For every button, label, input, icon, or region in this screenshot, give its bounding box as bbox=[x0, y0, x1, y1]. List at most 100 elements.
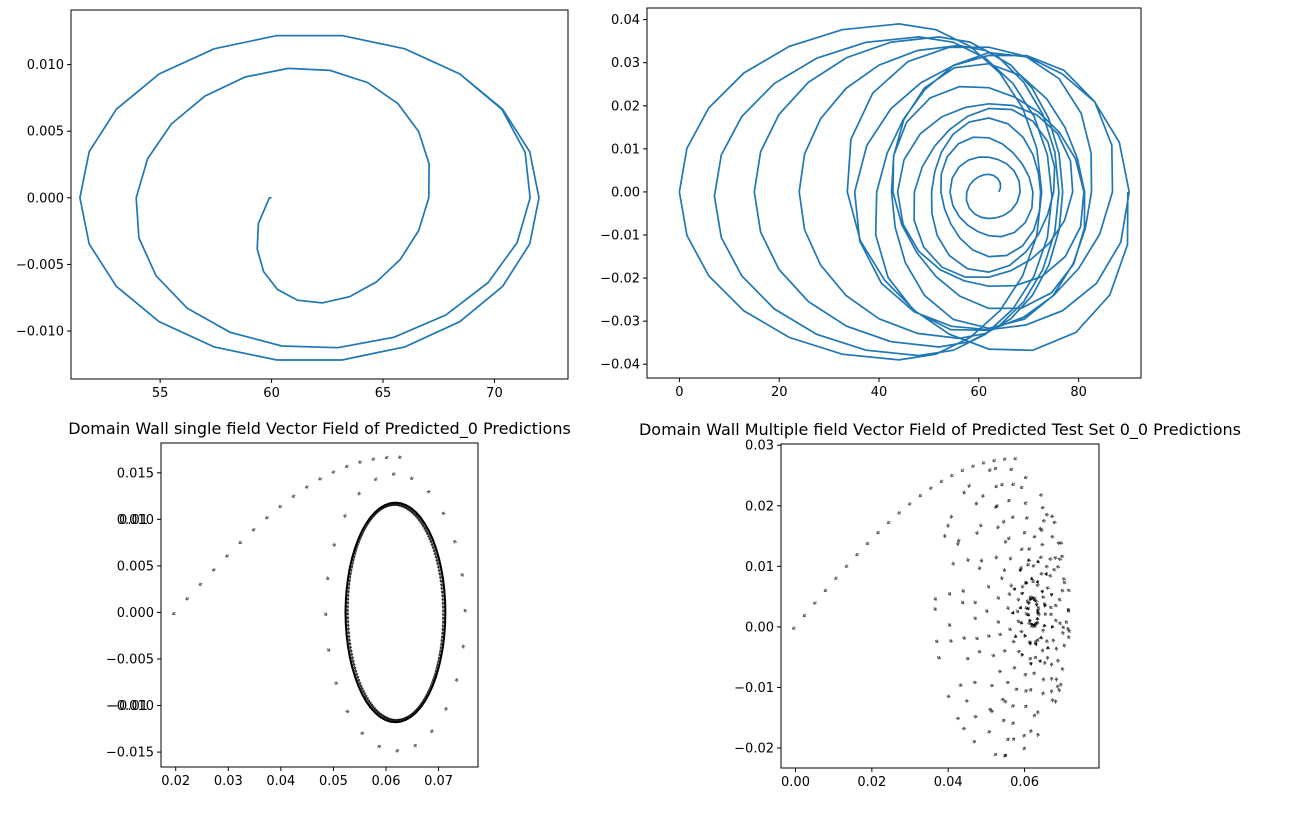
vector-arrow bbox=[997, 632, 1003, 636]
vector-arrow bbox=[1042, 660, 1047, 666]
vector-arrow bbox=[238, 540, 243, 545]
vector-arrow bbox=[1049, 689, 1054, 694]
y-tick-label: 0.03 bbox=[611, 56, 640, 71]
axes-frame bbox=[160, 442, 479, 768]
vector-arrow bbox=[1044, 564, 1049, 569]
vector-arrow bbox=[960, 600, 965, 605]
vector-arrow bbox=[1009, 467, 1014, 471]
vector-arrow bbox=[1009, 583, 1014, 588]
vector-arrow bbox=[1028, 618, 1032, 623]
vector-arrow bbox=[1061, 577, 1067, 581]
vector-arrow bbox=[1007, 627, 1013, 631]
vector-arrow bbox=[994, 484, 999, 489]
vector-arrow bbox=[981, 493, 985, 498]
vector-arrow bbox=[823, 588, 828, 593]
vector-arrow bbox=[1032, 623, 1036, 628]
vector-arrow bbox=[967, 483, 972, 488]
vector-arrow bbox=[1056, 658, 1060, 663]
x-tick-label: 0.03 bbox=[214, 774, 243, 789]
x-tick-label: 0.07 bbox=[424, 774, 453, 789]
vector-arrow bbox=[1023, 704, 1028, 709]
vector-arrow bbox=[936, 655, 941, 660]
x-tick-label: 0.02 bbox=[857, 775, 886, 790]
y-tick-label: 0.010 bbox=[117, 513, 154, 528]
vector-arrow bbox=[946, 523, 950, 528]
vector-arrow bbox=[1041, 518, 1047, 523]
vector-arrow bbox=[1012, 666, 1017, 670]
vector-arrow bbox=[981, 461, 986, 465]
x-tick-label: 0.04 bbox=[266, 774, 295, 789]
vector-arrow bbox=[1007, 498, 1011, 503]
vector-arrow bbox=[1049, 593, 1054, 597]
vector-arrow bbox=[1011, 721, 1015, 726]
vector-arrow bbox=[993, 753, 998, 757]
vector-arrow bbox=[1055, 684, 1060, 689]
vector-arrow bbox=[802, 613, 807, 618]
vector-arrow bbox=[326, 648, 331, 652]
series-line bbox=[846, 46, 1131, 352]
vector-arrow bbox=[1024, 611, 1029, 616]
vector-arrow bbox=[1038, 555, 1044, 560]
vector-arrow bbox=[1058, 621, 1062, 626]
vector-arrow bbox=[1022, 733, 1026, 738]
vector-arrow bbox=[1022, 530, 1027, 535]
vector-arrow bbox=[1003, 539, 1008, 544]
vector-arrow bbox=[1008, 556, 1013, 561]
vector-arrow bbox=[463, 608, 468, 613]
vector-arrow bbox=[1033, 642, 1038, 646]
vector-arrow bbox=[1023, 673, 1028, 677]
vector-arrow bbox=[950, 473, 955, 478]
vector-arrow bbox=[1043, 612, 1048, 617]
vector-arrow bbox=[1035, 583, 1040, 588]
vector-arrow bbox=[198, 582, 203, 586]
vector-arrow bbox=[844, 564, 849, 568]
vector-arrow bbox=[1018, 605, 1022, 610]
vector-arrow bbox=[264, 515, 270, 520]
vector-arrow bbox=[332, 542, 337, 547]
vector-arrow bbox=[973, 714, 978, 719]
vector-arrow bbox=[1051, 638, 1056, 643]
vector-arrow bbox=[1036, 606, 1041, 610]
vector-arrow bbox=[1044, 512, 1050, 517]
vector-arrow bbox=[1048, 557, 1053, 562]
vector-arrow bbox=[1045, 646, 1050, 650]
chart-title: Domain Wall Multiple field Vector Field … bbox=[639, 420, 1241, 440]
vector-arrow bbox=[1013, 456, 1018, 461]
vector-arrow bbox=[1041, 628, 1046, 633]
vector-arrow bbox=[996, 595, 1000, 600]
vector-arrow bbox=[1000, 697, 1005, 702]
vector-arrow bbox=[1066, 588, 1071, 593]
vector-arrow bbox=[1060, 554, 1065, 559]
vector-arrow bbox=[1041, 595, 1046, 600]
vector-arrow bbox=[897, 511, 902, 515]
vector-arrow bbox=[1061, 630, 1065, 636]
vector-arrow bbox=[371, 457, 376, 461]
y-tick-label: −0.01 bbox=[734, 681, 774, 696]
vector-arrow bbox=[956, 538, 961, 543]
vector-arrow bbox=[333, 681, 339, 685]
vector-arrow bbox=[1030, 576, 1034, 581]
vector-arrow bbox=[1044, 639, 1049, 644]
vector-arrow bbox=[933, 596, 937, 601]
x-tick-label: 0.06 bbox=[1010, 775, 1039, 790]
vector-arrow bbox=[988, 467, 992, 472]
vector-arrow bbox=[1050, 534, 1055, 539]
vector-arrow bbox=[1057, 688, 1062, 693]
vector-arrow bbox=[1010, 704, 1015, 708]
vector-arrow bbox=[1039, 528, 1044, 533]
panel-top-left: 55 60 65 70 −0.010 −0.005 0.000 0.005 0.010 bbox=[16, 9, 569, 401]
vector-arrow bbox=[1002, 457, 1007, 461]
vector-arrow bbox=[1027, 547, 1032, 551]
vector-arrow bbox=[1038, 659, 1042, 663]
vector-arrow bbox=[971, 464, 976, 468]
vector-arrow bbox=[962, 636, 967, 640]
vector-arrow bbox=[978, 523, 983, 528]
vector-arrow bbox=[325, 576, 330, 581]
x-tick-label: 40 bbox=[871, 385, 888, 400]
vector-arrow bbox=[1052, 520, 1057, 525]
vector-arrow bbox=[1040, 505, 1045, 510]
vector-arrow bbox=[1023, 475, 1028, 480]
vector-arrow bbox=[947, 623, 952, 627]
vector-arrow bbox=[1016, 619, 1021, 623]
